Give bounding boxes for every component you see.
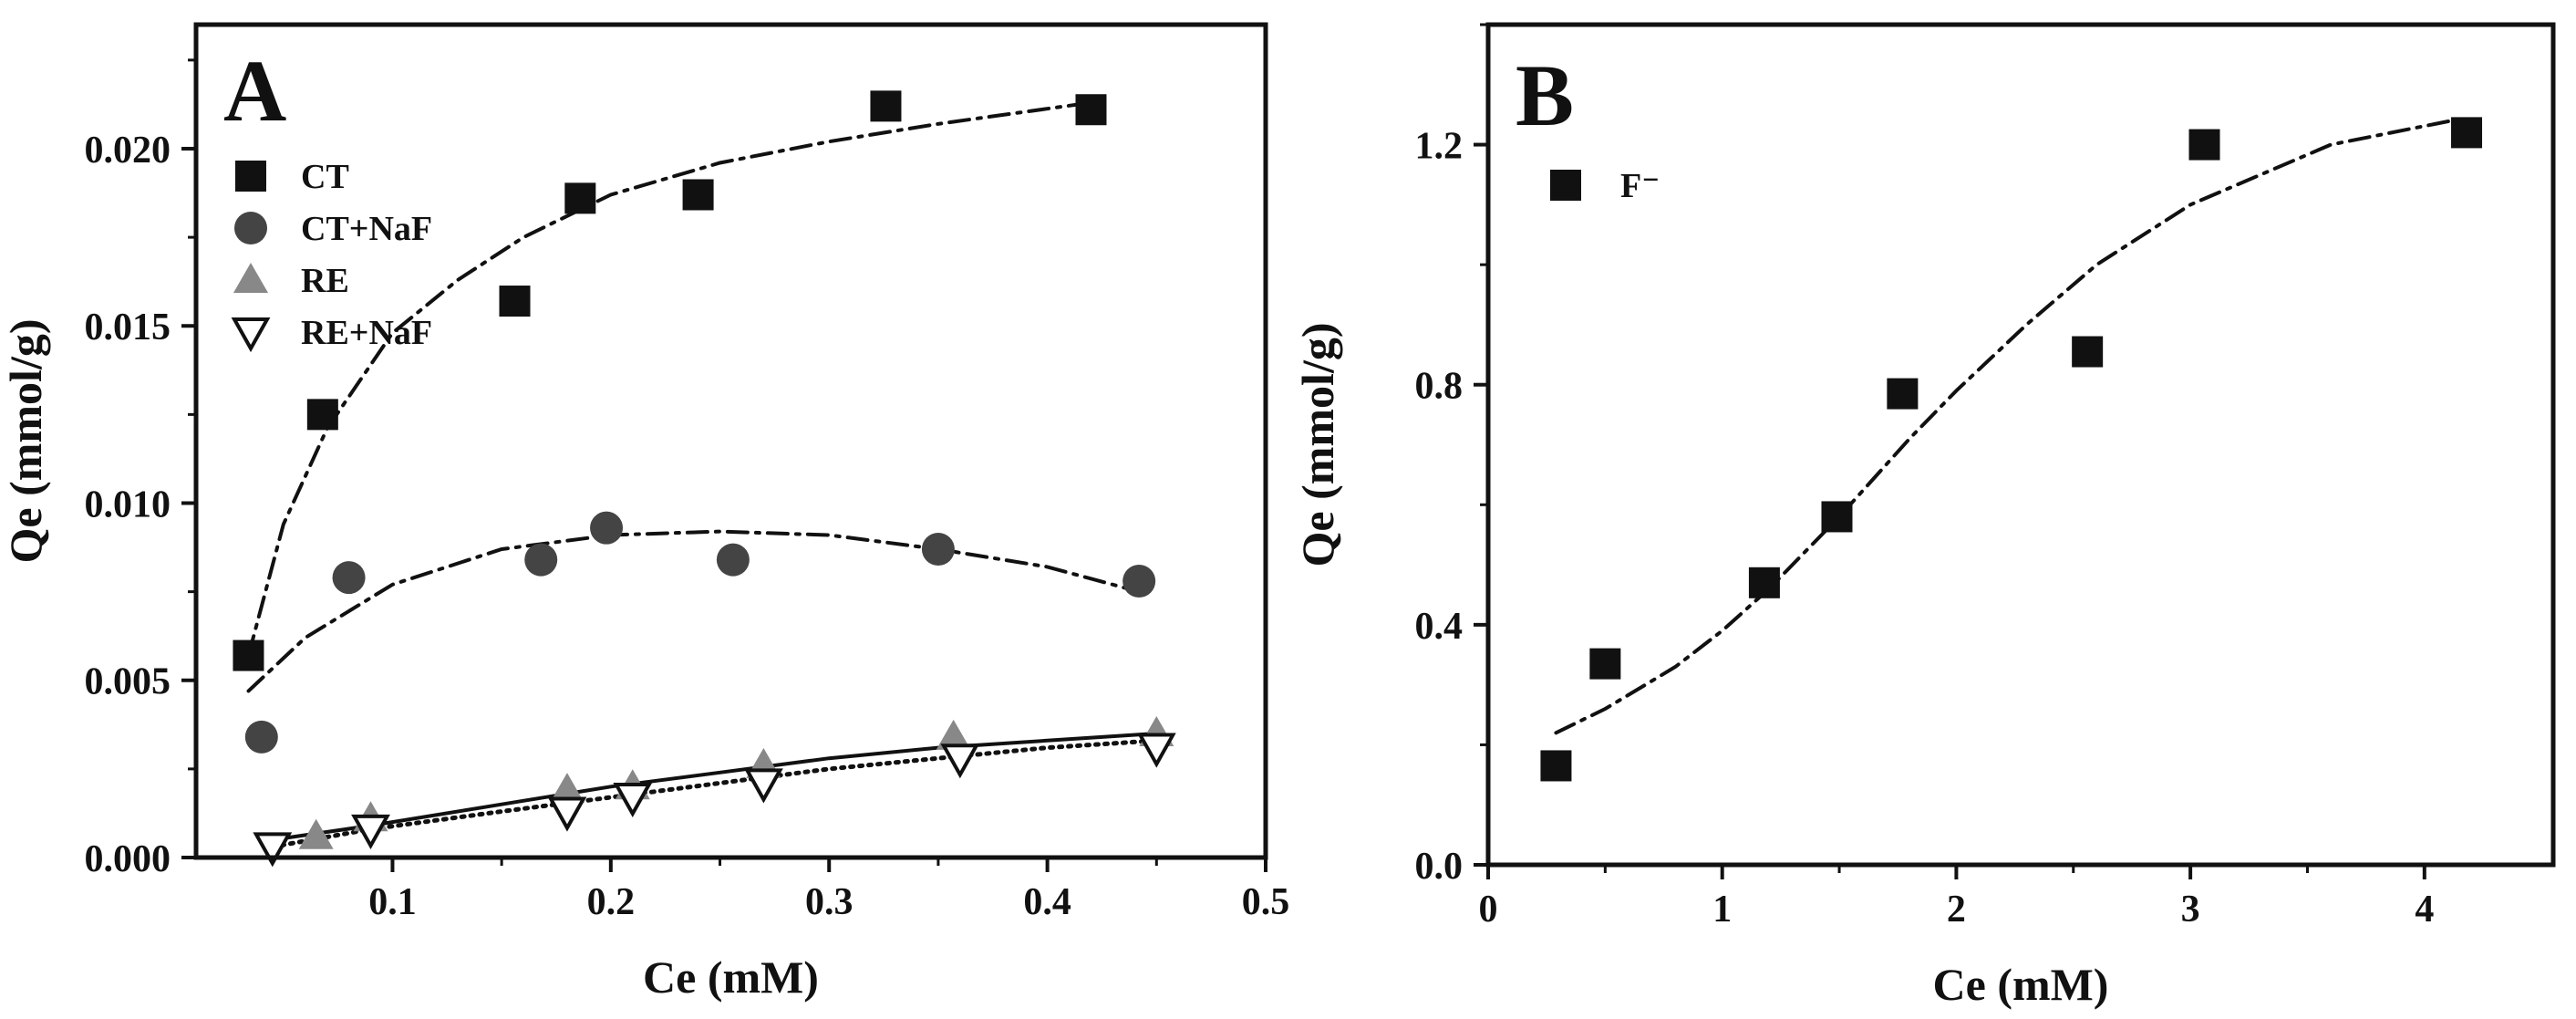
y-tick-label: 1.2 [1415, 126, 1464, 168]
plot-frame [1485, 22, 2556, 868]
panel-label: A [223, 42, 286, 140]
legend-label: RE [301, 262, 349, 300]
legend-marker [234, 212, 267, 244]
data-point [244, 720, 278, 754]
legend-marker [235, 161, 266, 192]
data-point [549, 773, 585, 804]
y-tick-label: 0.015 [85, 307, 171, 348]
y-tick-label: 0.8 [1415, 366, 1464, 408]
y-tick-label: 0.010 [85, 484, 171, 525]
data-point [306, 399, 338, 431]
fit-curve-re [270, 732, 1159, 842]
x-tick-label: 0.4 [1023, 881, 1071, 923]
data-point [2451, 117, 2483, 149]
data-point [1136, 733, 1176, 768]
data-point [743, 768, 783, 804]
data-point [590, 511, 624, 545]
data-point [1540, 750, 1572, 782]
data-point [1589, 648, 1621, 680]
x-tick-label: 0.3 [805, 881, 853, 923]
plot-frame [193, 22, 1268, 860]
fit-curve-ct-naf [246, 529, 1142, 693]
panel-b: 0 1 2 3 4 0.0 0.4 0.8 1.2 Ce (mM) Qe (mmol/g) B F⁻ [1292, 22, 2556, 1010]
y-axis-title: Qe (mmol/g) [0, 319, 51, 564]
series-3 [253, 733, 1176, 868]
data-point [613, 782, 653, 818]
panel-a: 0.1 0.2 0.3 0.4 0.5 0.000 0.005 0.010 0.015 0.020… [0, 22, 1290, 1003]
x-tick-label: 3 [2181, 889, 2200, 931]
data-point [1075, 94, 1107, 126]
data-point [940, 743, 980, 779]
x-axis-title: Ce (mM) [643, 951, 819, 1003]
fit-curve-f- [1554, 116, 2468, 735]
legend-marker [231, 317, 271, 353]
y-tick-label: 0.0 [1415, 846, 1464, 888]
x-tick-label: 0.5 [1242, 881, 1290, 923]
data-point [1821, 501, 1853, 533]
data-point [716, 543, 750, 577]
y-tick-label: 0.000 [85, 838, 171, 880]
data-point [936, 719, 971, 750]
series-0 [233, 90, 1107, 671]
legend: F⁻ [1550, 167, 1660, 205]
x-axis-title: Ce (mM) [1933, 959, 2109, 1010]
data-point [2188, 129, 2220, 161]
legend-label: CT [301, 158, 349, 196]
x-tick-label: 2 [1947, 889, 1966, 931]
legend: CT CT+NaF RE RE+NaF [231, 158, 432, 353]
data-point [870, 90, 902, 122]
series-1 [244, 511, 1156, 754]
x-tick-label: 4 [2415, 889, 2434, 931]
legend-label: CT+NaF [301, 210, 432, 248]
y-tick-label: 0.005 [85, 661, 171, 703]
x-tick-label: 0.2 [587, 881, 636, 923]
series-0 [1540, 117, 2483, 782]
data-point [547, 796, 587, 832]
legend-label: F⁻ [1620, 167, 1660, 205]
legend-marker [233, 263, 268, 293]
y-tick-label: 0.4 [1415, 606, 1464, 648]
data-point [332, 561, 366, 595]
fit-curve-re-naf [270, 738, 1159, 849]
x-tick-label: 1 [1712, 889, 1732, 931]
data-point [499, 286, 531, 317]
data-point [253, 832, 293, 868]
legend-marker [1550, 170, 1581, 201]
data-point [1887, 378, 1919, 410]
data-point [351, 814, 390, 849]
panel-label: B [1516, 47, 1574, 144]
data-point [2072, 336, 2104, 368]
x-tick-label: 0.1 [368, 881, 417, 923]
data-point [921, 532, 955, 566]
data-point [1122, 564, 1156, 598]
fit-curve-ct [246, 100, 1093, 658]
data-point [524, 543, 558, 577]
y-axis-title: Qe (mmol/g) [1292, 323, 1343, 567]
legend-label: RE+NaF [301, 314, 432, 352]
data-point [564, 182, 596, 214]
data-point [233, 639, 264, 671]
y-tick-label: 0.020 [85, 130, 171, 172]
data-point [298, 818, 334, 849]
data-point [682, 179, 714, 211]
x-tick-label: 0 [1479, 889, 1498, 931]
data-point [1748, 567, 1780, 598]
